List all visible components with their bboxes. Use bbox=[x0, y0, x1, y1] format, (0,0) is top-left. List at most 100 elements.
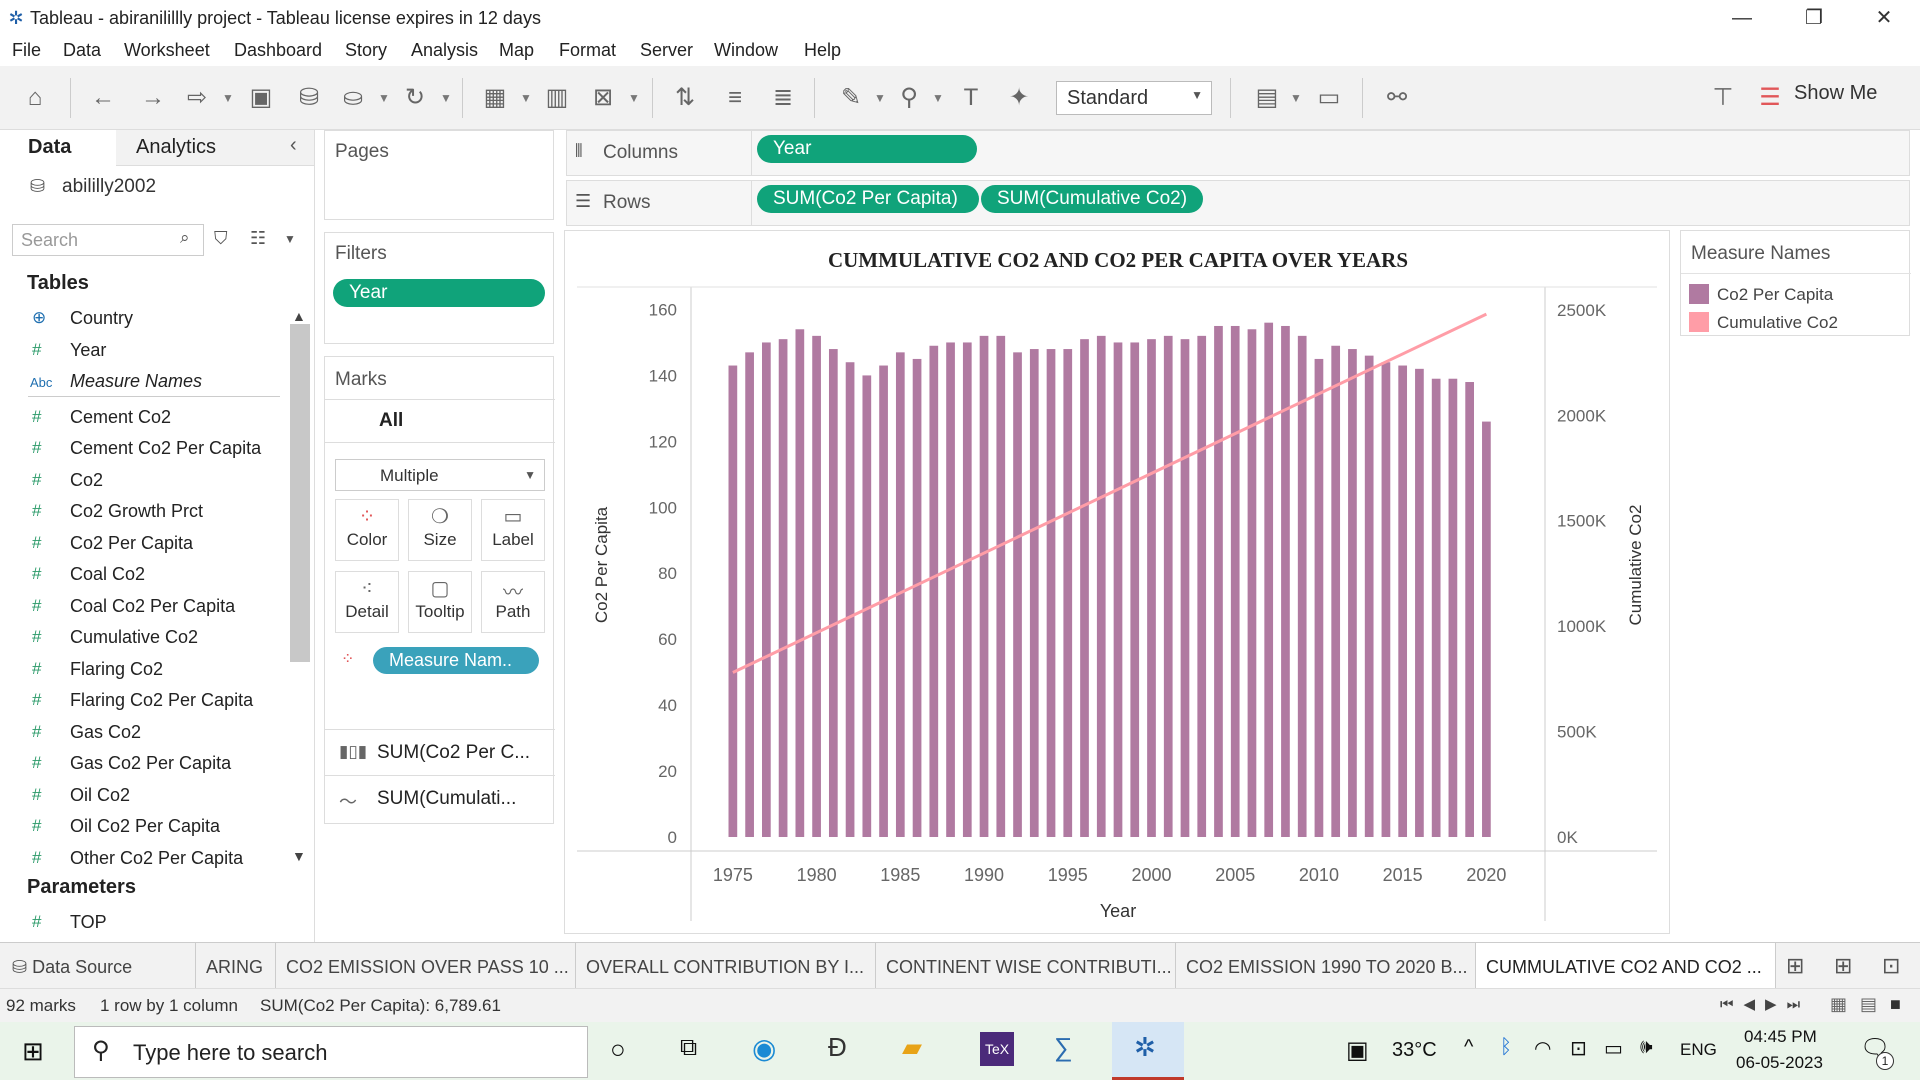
parameter-item[interactable]: # TOP bbox=[0, 908, 290, 939]
marks-all-row[interactable]: All bbox=[325, 399, 555, 443]
new-worksheet-icon[interactable]: ▦ bbox=[483, 84, 507, 111]
sort-descending-icon[interactable]: ≣ bbox=[772, 84, 794, 111]
minimize-button[interactable]: — bbox=[1732, 7, 1752, 29]
highlight-icon[interactable]: ✎ bbox=[840, 84, 862, 111]
field-item[interactable]: # Cumulative Co2 bbox=[0, 623, 290, 654]
pages-card[interactable]: Pages bbox=[324, 130, 554, 220]
swap-rows-columns-icon[interactable]: ⇅ bbox=[674, 84, 696, 111]
windows-start-icon[interactable]: ⊞ bbox=[22, 1036, 44, 1066]
chevron-down-icon[interactable]: ▼ bbox=[222, 91, 234, 105]
clock-date[interactable]: 06-05-2023 bbox=[1736, 1053, 1823, 1072]
tab-data[interactable]: Data bbox=[0, 130, 116, 166]
fit-select[interactable]: Standard ▼ bbox=[1056, 81, 1212, 115]
field-item[interactable]: # Gas Co2 bbox=[0, 718, 290, 749]
size-button[interactable]: ❍ Size bbox=[408, 499, 472, 561]
menu-help[interactable]: Help bbox=[804, 40, 842, 60]
menu-worksheet[interactable]: Worksheet bbox=[124, 40, 210, 60]
new-dashboard-icon[interactable]: ⊞ bbox=[1834, 953, 1853, 978]
field-item[interactable]: # Other Co2 Per Capita bbox=[0, 844, 290, 875]
field-item[interactable]: # Gas Co2 Per Capita bbox=[0, 749, 290, 780]
clear-sheet-icon[interactable]: ⊠ bbox=[592, 84, 614, 111]
legend-item[interactable]: Cumulative Co2 bbox=[1689, 309, 1889, 335]
weather-icon[interactable]: ▣ bbox=[1346, 1037, 1369, 1064]
presentation-mode-icon[interactable]: ▭ bbox=[1317, 84, 1341, 111]
field-item[interactable]: # Flaring Co2 Per Capita bbox=[0, 686, 290, 717]
menu-file[interactable]: File bbox=[12, 40, 42, 60]
rows-shelf[interactable]: ☰ Rows SUM(Co2 Per Capita) SUM(Cumulativ… bbox=[566, 180, 1910, 226]
chevron-down-icon[interactable]: ▼ bbox=[628, 91, 640, 105]
field-item[interactable]: # Flaring Co2 bbox=[0, 655, 290, 686]
color-button[interactable]: ⁘ Color bbox=[335, 499, 399, 561]
tab-data-source[interactable]: ⛁ Data Source bbox=[0, 943, 196, 989]
field-item[interactable]: # Co2 Per Capita bbox=[0, 529, 290, 560]
columns-pill-year[interactable]: Year bbox=[757, 135, 977, 163]
mark-card-bar[interactable]: ▮▯▮ SUM(Co2 Per C... bbox=[325, 729, 555, 775]
menu-window[interactable]: Window bbox=[714, 40, 779, 60]
datasource-name[interactable]: abililly2002 bbox=[62, 176, 157, 197]
app-icon[interactable]: Ð bbox=[828, 1032, 847, 1062]
menu-analysis[interactable]: Analysis bbox=[411, 40, 479, 60]
language-indicator[interactable]: ENG bbox=[1680, 1040, 1717, 1059]
search-input[interactable]: Search bbox=[12, 224, 204, 256]
sheet-tab[interactable]: OVERALL CONTRIBUTION BY I... bbox=[576, 943, 876, 989]
save-icon[interactable]: ▣ bbox=[249, 84, 273, 111]
legend-item[interactable]: Co2 Per Capita bbox=[1689, 281, 1889, 307]
view-options-icon[interactable]: ☷ bbox=[250, 228, 267, 248]
new-worksheet-icon[interactable]: ⊞ bbox=[1786, 953, 1805, 978]
field-item[interactable]: # Oil Co2 Per Capita bbox=[0, 812, 290, 843]
chart-svg[interactable]: CUMMULATIVE CO2 AND CO2 PER CAPITA OVER … bbox=[565, 231, 1671, 935]
tooltip-button[interactable]: ▢ Tooltip bbox=[408, 571, 472, 633]
math-app-icon[interactable]: ∑ bbox=[1054, 1032, 1073, 1062]
show-tabs-icon[interactable]: ■ bbox=[1890, 994, 1901, 1014]
filters-card[interactable]: Filters Year bbox=[324, 232, 554, 344]
tex-app-icon[interactable]: TeX bbox=[980, 1032, 1014, 1066]
sheet-tab-active[interactable]: CUMMULATIVE CO2 AND CO2 ... bbox=[1476, 943, 1776, 989]
collapse-pane-icon[interactable]: ‹ bbox=[290, 134, 297, 156]
rows-pill-co2-per-capita[interactable]: SUM(Co2 Per Capita) bbox=[757, 185, 979, 213]
sheet-navigation-icon[interactable]: ⏮◀▶⏭ bbox=[1720, 996, 1811, 1013]
battery-icon[interactable]: ▭ bbox=[1604, 1038, 1623, 1060]
fix-axes-icon[interactable]: ✦ bbox=[1008, 84, 1030, 111]
field-item[interactable]: # Coal Co2 Per Capita bbox=[0, 592, 290, 623]
taskbar-search-input[interactable]: Type here to search bbox=[74, 1026, 588, 1078]
columns-shelf[interactable]: ⫴ Columns Year bbox=[566, 130, 1910, 176]
field-item[interactable]: # Coal Co2 bbox=[0, 560, 290, 591]
show-hidden-icons-icon[interactable]: ^ bbox=[1464, 1036, 1474, 1058]
scroll-down-icon[interactable]: ▼ bbox=[292, 848, 306, 864]
sheet-tab[interactable]: CO2 EMISSION 1990 TO 2020 B... bbox=[1176, 943, 1476, 989]
refresh-icon[interactable]: ↻ bbox=[404, 84, 426, 111]
show-me-icon[interactable]: ☰ bbox=[1759, 84, 1781, 111]
close-button[interactable]: ✕ bbox=[1875, 7, 1893, 29]
field-item[interactable]: # Oil Co2 bbox=[0, 781, 290, 812]
chart-view[interactable]: CUMMULATIVE CO2 AND CO2 PER CAPITA OVER … bbox=[564, 230, 1670, 934]
chevron-down-icon[interactable]: ▼ bbox=[284, 232, 296, 246]
chevron-down-icon[interactable]: ▼ bbox=[874, 91, 886, 105]
clock-time[interactable]: 04:45 PM bbox=[1744, 1027, 1817, 1046]
duplicate-sheet-icon[interactable]: ▥ bbox=[545, 84, 569, 111]
show-mark-labels-icon[interactable]: T bbox=[963, 84, 979, 111]
wifi-icon[interactable]: ◠ bbox=[1534, 1038, 1552, 1060]
bluetooth-icon[interactable]: ᛒ bbox=[1500, 1036, 1512, 1058]
filter-pill-year[interactable]: Year bbox=[333, 279, 545, 307]
redo-icon[interactable]: → bbox=[141, 84, 165, 111]
replay-icon[interactable]: ⇨ bbox=[186, 84, 208, 111]
show-sheet-sorter-icon[interactable]: ▤ bbox=[1860, 994, 1878, 1014]
show-me-button[interactable]: Show Me bbox=[1794, 82, 1878, 104]
chevron-down-icon[interactable]: ▼ bbox=[378, 91, 390, 105]
share-icon[interactable]: ⚯ bbox=[1386, 84, 1408, 111]
undo-icon[interactable]: ← bbox=[91, 84, 115, 111]
field-item[interactable]: # Cement Co2 Per Capita bbox=[0, 434, 290, 465]
field-item[interactable]: # Co2 Growth Prct bbox=[0, 497, 290, 528]
cortana-icon[interactable]: ○ bbox=[610, 1034, 626, 1064]
menu-map[interactable]: Map bbox=[499, 40, 535, 60]
temperature[interactable]: 33°C bbox=[1392, 1039, 1437, 1061]
menu-story[interactable]: Story bbox=[345, 40, 388, 60]
task-view-icon[interactable]: ⧉ bbox=[680, 1034, 698, 1061]
tableau-taskbar-button[interactable]: ✲ bbox=[1112, 1022, 1184, 1080]
new-datasource-icon[interactable]: ⛁ bbox=[298, 84, 320, 111]
field-item[interactable]: # Cement Co2 bbox=[0, 403, 290, 434]
field-item[interactable]: # Year bbox=[0, 336, 290, 367]
sheet-tab[interactable]: CONTINENT WISE CONTRIBUTI... bbox=[876, 943, 1176, 989]
new-story-icon[interactable]: ⊡ bbox=[1882, 953, 1901, 978]
label-button[interactable]: ▭ Label bbox=[481, 499, 545, 561]
